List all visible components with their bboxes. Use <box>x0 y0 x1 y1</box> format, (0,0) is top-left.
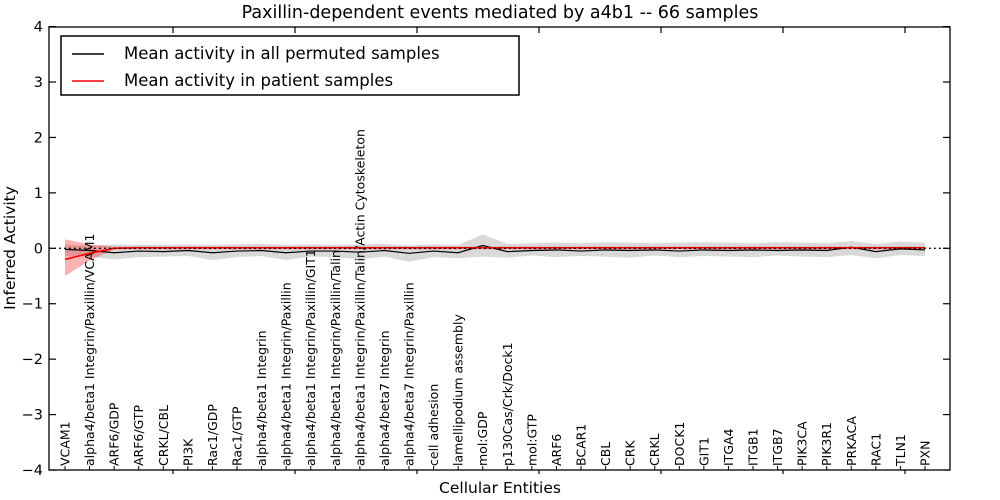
x-tick-label: alpha4/beta1 Integrin/Paxillin/Talin <box>328 250 343 466</box>
x-tick-label: mol:GTP <box>524 414 539 466</box>
x-tick-label: GIT1 <box>696 437 711 466</box>
x-axis-label: Cellular Entities <box>439 479 561 497</box>
x-tick-label: CRK <box>623 440 638 466</box>
x-tick-label: alpha4/beta7 Integrin/Paxillin <box>402 282 417 466</box>
x-tick-label: ITGB7 <box>770 428 785 466</box>
legend-label-patient: Mean activity in patient samples <box>124 71 393 90</box>
y-tick-label: −1 <box>22 297 43 313</box>
x-tick-label: mol:GDP <box>475 411 490 466</box>
y-tick-label: −3 <box>22 408 43 424</box>
plot-border <box>48 26 951 471</box>
x-tick-label: alpha4/beta1 Integrin/Paxillin/GIT1 <box>303 249 318 466</box>
x-tick-label: PIK3R1 <box>819 422 834 466</box>
x-tick-label: ITGA4 <box>721 428 736 466</box>
y-tick-label: −4 <box>22 463 43 479</box>
x-tick-label: ITGB1 <box>746 428 761 466</box>
x-tick-label: PIK3CA <box>795 421 810 466</box>
x-tick-label: BCAR1 <box>574 424 589 466</box>
y-tick-label: −2 <box>22 352 43 368</box>
x-tick-label: PI3K <box>180 438 195 466</box>
x-tick-label: CRKL/CBL <box>156 405 171 466</box>
x-tick-label: alpha4/beta1 Integrin/Paxillin/Talin/Act… <box>352 129 367 466</box>
x-tick-label: RAC1 <box>868 433 883 466</box>
x-tick-label: lamellipodium assembly <box>451 314 466 466</box>
x-tick-label: CRKL <box>647 433 662 466</box>
y-tick-label: 0 <box>34 241 43 257</box>
x-tick-label: Rac1/GTP <box>230 406 245 466</box>
legend: Mean activity in all permuted samples Me… <box>60 35 520 96</box>
x-tick-label: alpha4/beta1 Integrin <box>254 330 269 466</box>
legend-label-permuted: Mean activity in all permuted samples <box>124 44 440 63</box>
legend-box <box>60 35 520 96</box>
x-tick-label: PRKACA <box>844 416 859 466</box>
y-tick-label: 3 <box>34 75 43 91</box>
x-tick-label: alpha4/beta7 Integrin <box>377 330 392 466</box>
x-tick-label: ARF6 <box>549 434 564 466</box>
x-tick-label: cell adhesion <box>426 384 441 466</box>
x-tick-label: PXN <box>918 441 933 466</box>
x-tick-label: Rac1/GDP <box>205 404 220 466</box>
y-axis-label: Inferred Activity <box>1 186 19 310</box>
x-tick-label: CBL <box>598 442 613 466</box>
y-tick-label: 4 <box>34 20 43 36</box>
y-tick-label: 1 <box>34 186 43 202</box>
y-tick-label: 2 <box>34 130 43 146</box>
x-tick-label: alpha4/beta1 Integrin/Paxillin/VCAM1 <box>82 234 97 466</box>
x-tick-label: DOCK1 <box>672 422 687 466</box>
x-tick-label: alpha4/beta1 Integrin/Paxillin <box>279 282 294 466</box>
x-tick-label: p130Cas/Crk/Dock1 <box>500 342 515 466</box>
x-tick-label: VCAM1 <box>58 421 73 466</box>
x-tick-label: ARF6/GDP <box>107 402 122 466</box>
x-tick-label: TLN1 <box>893 434 908 467</box>
x-tick-label: ARF6/GTP <box>131 405 146 466</box>
plot-area: VCAM1 alpha4/beta1 Integrin/Paxillin/VCAM… <box>22 20 950 479</box>
chart-title: Paxillin-dependent events mediated by a4… <box>242 3 759 23</box>
